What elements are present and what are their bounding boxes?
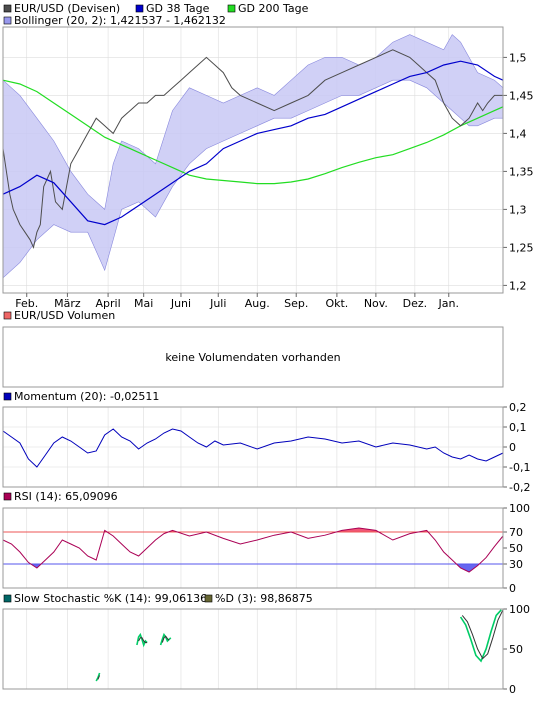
momentum-y-tick-label: 0,2	[509, 401, 527, 414]
month-label: Dez.	[403, 297, 428, 310]
price-y-tick-label: 1,4	[509, 127, 527, 140]
rsi-y-tick-label: 70	[509, 526, 523, 539]
month-label: Juli	[209, 297, 226, 310]
legend-swatch-stoch-k	[3, 594, 12, 603]
month-label: Nov.	[364, 297, 388, 310]
momentum-y-tick-label: -0,2	[509, 481, 530, 494]
stoch-d-line-0	[97, 675, 101, 680]
momentum-y-tick-label: -0,1	[509, 461, 530, 474]
momentum-y-tick-label: 0,1	[509, 421, 527, 434]
rsi-oversold-fill	[3, 564, 503, 572]
rsi-y-tick-label: 0	[509, 582, 516, 595]
price-y-tick-label: 1,5	[509, 51, 527, 64]
legend-label-momentum: Momentum (20): -0,02511	[14, 390, 159, 403]
month-label: Feb.	[15, 297, 38, 310]
month-label: Jan.	[438, 297, 459, 310]
momentum-y-tick-label: 0	[509, 441, 516, 454]
legend-swatch-stoch-d	[204, 594, 213, 603]
stoch-panel-frame	[2, 608, 504, 690]
legend-swatch-rsi	[3, 492, 12, 501]
legend-swatch-gd200	[227, 4, 236, 13]
month-label: April	[96, 297, 121, 310]
stoch-d-line-1	[138, 637, 148, 644]
bollinger-band	[2, 34, 504, 279]
legend-label-gd200: GD 200 Tage	[238, 2, 309, 15]
momentum-line	[2, 428, 504, 468]
gd200-line	[2, 79, 504, 185]
price-y-tick-label: 1,45	[509, 89, 534, 102]
gd38-line	[2, 60, 504, 226]
price-line	[2, 49, 503, 249]
volume-empty-message: keine Volumendaten vorhanden	[165, 351, 340, 364]
price-y-tick-label: 1,3	[509, 203, 527, 216]
stoch-y-tick-label: 0	[509, 683, 516, 696]
legend-swatch-volume	[3, 311, 12, 320]
legend-label-stoch-k: Slow Stochastic %K (14): 99,06136	[14, 592, 207, 605]
price-y-tick-label: 1,25	[509, 241, 534, 254]
month-label: Sep.	[284, 297, 308, 310]
rsi-line	[2, 527, 504, 573]
rsi-overbought-fill	[3, 528, 503, 532]
legend-label-gd38: GD 38 Tage	[146, 2, 210, 15]
month-label: Juni	[170, 297, 191, 310]
month-label: März	[54, 297, 81, 310]
price-panel-frame	[2, 26, 504, 294]
rsi-y-tick-label: 100	[509, 502, 530, 515]
legend-label-stoch-d: %D (3): 98,86875	[215, 592, 313, 605]
legend-label-volume: EUR/USD Volumen	[14, 309, 115, 322]
stoch-k-line-3	[459, 609, 502, 663]
legend-swatch-gd38	[135, 4, 144, 13]
legend-swatch-bollinger	[3, 16, 12, 25]
legend-swatch-price	[3, 4, 12, 13]
stoch-k-line-0	[95, 672, 101, 682]
rsi-panel-frame	[2, 507, 504, 589]
legend-label-rsi: RSI (14): 65,09096	[14, 490, 118, 503]
month-label: Okt.	[325, 297, 348, 310]
month-label: Mai	[134, 297, 153, 310]
legend-label-bollinger: Bollinger (20, 2): 1,421537 - 1,462132	[14, 14, 226, 27]
legend-swatch-momentum	[3, 392, 12, 401]
legend-label-price: EUR/USD (Devisen)	[14, 2, 120, 15]
stoch-d-line-3	[461, 609, 504, 660]
rsi-y-tick-label: 30	[509, 558, 523, 571]
stoch-y-tick-label: 100	[509, 603, 530, 616]
stoch-d-line-2	[161, 635, 170, 643]
price-y-tick-label: 1,2	[509, 279, 527, 292]
rsi-y-tick-label: 50	[509, 542, 523, 555]
volume-panel-frame	[2, 326, 504, 388]
stoch-y-tick-label: 50	[509, 643, 523, 656]
momentum-panel-frame	[2, 406, 504, 488]
month-label: Aug.	[245, 297, 270, 310]
price-y-tick-label: 1,35	[509, 165, 534, 178]
stoch-k-line-1	[136, 632, 148, 648]
